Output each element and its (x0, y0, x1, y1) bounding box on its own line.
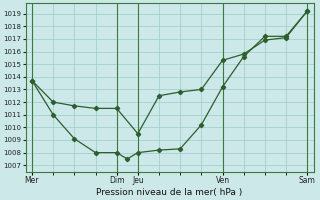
X-axis label: Pression niveau de la mer( hPa ): Pression niveau de la mer( hPa ) (96, 188, 243, 197)
